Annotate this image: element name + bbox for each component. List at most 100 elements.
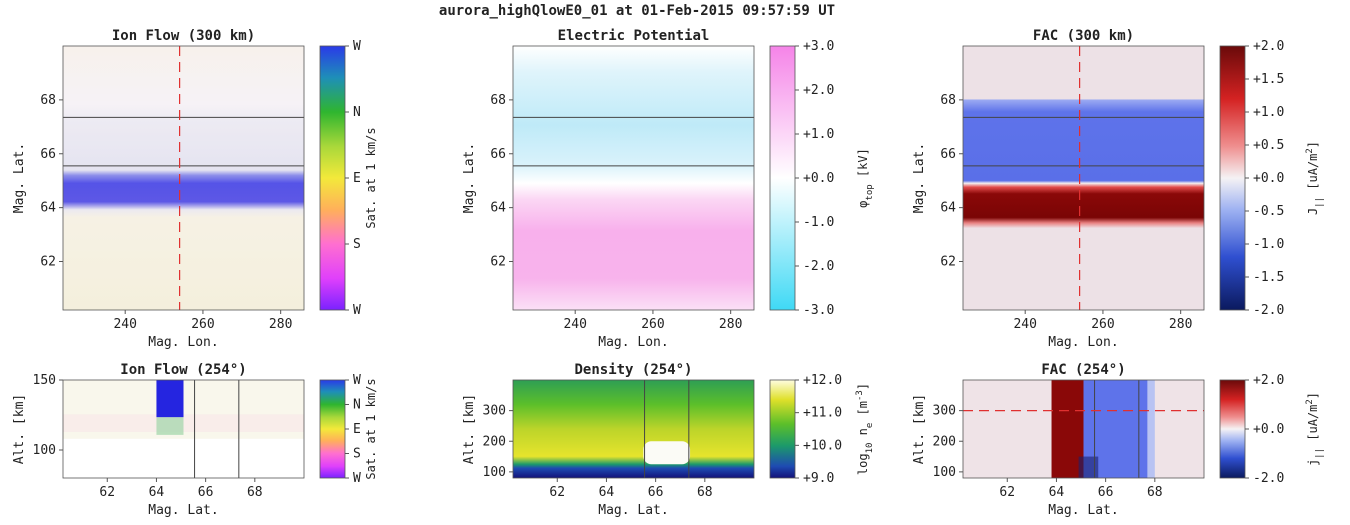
y-tick-label: 300	[933, 404, 956, 419]
x-tick-label: 280	[1169, 317, 1192, 332]
panel-title: Density (254°)	[574, 362, 692, 378]
colorbar-tick-label: N	[353, 398, 361, 413]
y-tick-label: 300	[483, 404, 506, 419]
density-cavity	[643, 441, 691, 465]
x-tick-label: 64	[1049, 485, 1065, 500]
colorbar	[1219, 379, 1246, 479]
x-tick-label: 68	[697, 485, 713, 500]
axes-frame	[62, 379, 305, 479]
x-tick-label: 62	[999, 485, 1015, 500]
colorbar-label: J|| [uA/m2]	[1305, 141, 1325, 215]
colorbar-tick-label: S	[353, 237, 361, 252]
x-tick-label: 260	[1091, 317, 1114, 332]
colorbar-tick-label: +0.5	[1253, 138, 1284, 153]
y-tick-label: 62	[40, 255, 56, 270]
axes-frame	[512, 379, 755, 479]
y-tick-label: 68	[40, 93, 56, 108]
colorbar-tick-label: +11.0	[803, 406, 842, 421]
colorbar-label: Sat. at 1 km/s	[364, 127, 378, 228]
colorbar-tick-label: E	[353, 171, 361, 186]
colorbar-tick-label: +0.0	[803, 171, 834, 186]
x-axis-label: Mag. Lon.	[598, 335, 668, 350]
y-tick-label: 62	[940, 255, 956, 270]
axes-frame	[962, 379, 1205, 479]
y-axis-label: Mag. Lat.	[912, 143, 927, 213]
density-alt-panel: Density (254°) 62 64 66 68 100 200 300 Mag. Lat.…	[462, 362, 875, 518]
x-tick-label: 240	[563, 317, 586, 332]
colorbar-tick-label: -1.5	[1253, 270, 1284, 285]
colorbar-tick-label: +9.0	[803, 471, 834, 486]
colorbar-tick-label: -2.0	[1253, 471, 1284, 486]
colorbar	[769, 45, 796, 311]
x-tick-label: 66	[198, 485, 214, 500]
colorbar-tick-label: -1.0	[803, 215, 834, 230]
colorbar-tick-label: W	[353, 303, 361, 318]
y-tick-label: 100	[933, 465, 956, 480]
colorbar-tick-label: -3.0	[803, 303, 834, 318]
figure-suptitle: aurora_highQlowE0_01 at 01-Feb-2015 09:5…	[439, 3, 835, 19]
colorbar-tick-label: -0.5	[1253, 204, 1284, 219]
y-tick-label: 66	[490, 147, 506, 162]
colorbar-tick-label: W	[353, 373, 361, 388]
x-tick-label: 62	[549, 485, 565, 500]
fac-low-feature	[1078, 456, 1099, 478]
x-tick-label: 64	[599, 485, 615, 500]
x-tick-label: 68	[247, 485, 263, 500]
colorbar-tick-label: +0.0	[1253, 171, 1284, 186]
x-tick-label: 280	[269, 317, 292, 332]
heatmap-field	[963, 46, 1204, 310]
x-axis-label: Mag. Lon.	[148, 335, 218, 350]
colorbar-tick-label: +0.0	[1253, 422, 1284, 437]
colorbar-tick-label: -2.0	[1253, 303, 1284, 318]
y-tick-label: 62	[490, 255, 506, 270]
heatmap-field	[63, 46, 304, 310]
colorbar-label: φtop [kV]	[856, 148, 875, 208]
colorbar-tick-label: +10.0	[803, 438, 842, 453]
colorbar-tick-label: S	[353, 447, 361, 462]
colorbar-tick-label: -2.0	[803, 259, 834, 274]
y-axis-label: Alt. [km]	[912, 394, 927, 464]
colorbar-tick-label: W	[353, 471, 361, 486]
colorbar-tick-label: +2.0	[1253, 373, 1284, 388]
ion-flow-map-panel: Ion Flow (300 km) 240 260 280 62 64 66 68 Mag. L…	[12, 28, 378, 350]
panel-title: FAC (254°)	[1041, 362, 1125, 378]
x-tick-label: 68	[1147, 485, 1163, 500]
y-tick-label: 150	[33, 373, 56, 388]
colorbar-tick-label: N	[353, 105, 361, 120]
y-tick-label: 64	[940, 201, 956, 216]
heatmap-field	[513, 46, 754, 310]
x-axis-label: Mag. Lat.	[598, 503, 668, 518]
colorbar-tick-label: +12.0	[803, 373, 842, 388]
panel-title: Ion Flow (300 km)	[112, 28, 255, 44]
colorbar-tick-label: +1.0	[1253, 105, 1284, 120]
colorbar-tick-label: +3.0	[803, 39, 834, 54]
colorbar-tick-label: W	[353, 39, 361, 54]
x-tick-label: 280	[719, 317, 742, 332]
y-axis-label: Alt. [km]	[462, 394, 477, 464]
flow-tail	[156, 417, 184, 435]
y-tick-label: 68	[490, 93, 506, 108]
colorbar-tick-label: -1.0	[1253, 237, 1284, 252]
fac-up-sheet	[1051, 380, 1084, 478]
y-tick-label: 66	[940, 147, 956, 162]
flow-core	[156, 380, 184, 418]
axes-frame	[512, 45, 755, 311]
colorbar-tick-label: +2.0	[803, 83, 834, 98]
colorbar-label: log10 ne [m-3]	[855, 383, 875, 475]
y-tick-label: 64	[490, 201, 506, 216]
colorbar-tick-label: +1.5	[1253, 72, 1284, 87]
x-tick-label: 62	[99, 485, 115, 500]
y-tick-label: 68	[940, 93, 956, 108]
panel-title: FAC (300 km)	[1033, 28, 1134, 44]
panel-title: Electric Potential	[558, 28, 710, 44]
colorbar-label: Sat. at 1 km/s	[364, 378, 378, 479]
x-tick-label: 66	[1098, 485, 1114, 500]
flow-tint	[63, 46, 304, 310]
x-tick-label: 64	[149, 485, 165, 500]
x-tick-label: 66	[648, 485, 664, 500]
colorbar-tick-label: E	[353, 422, 361, 437]
y-axis-label: Mag. Lat.	[12, 143, 27, 213]
fac-map-panel: FAC (300 km) 240 260 280 62 64 66 68 Mag. Lon. Ma…	[912, 28, 1325, 350]
colorbar-tick-label: +1.0	[803, 127, 834, 142]
y-tick-label: 100	[33, 443, 56, 458]
